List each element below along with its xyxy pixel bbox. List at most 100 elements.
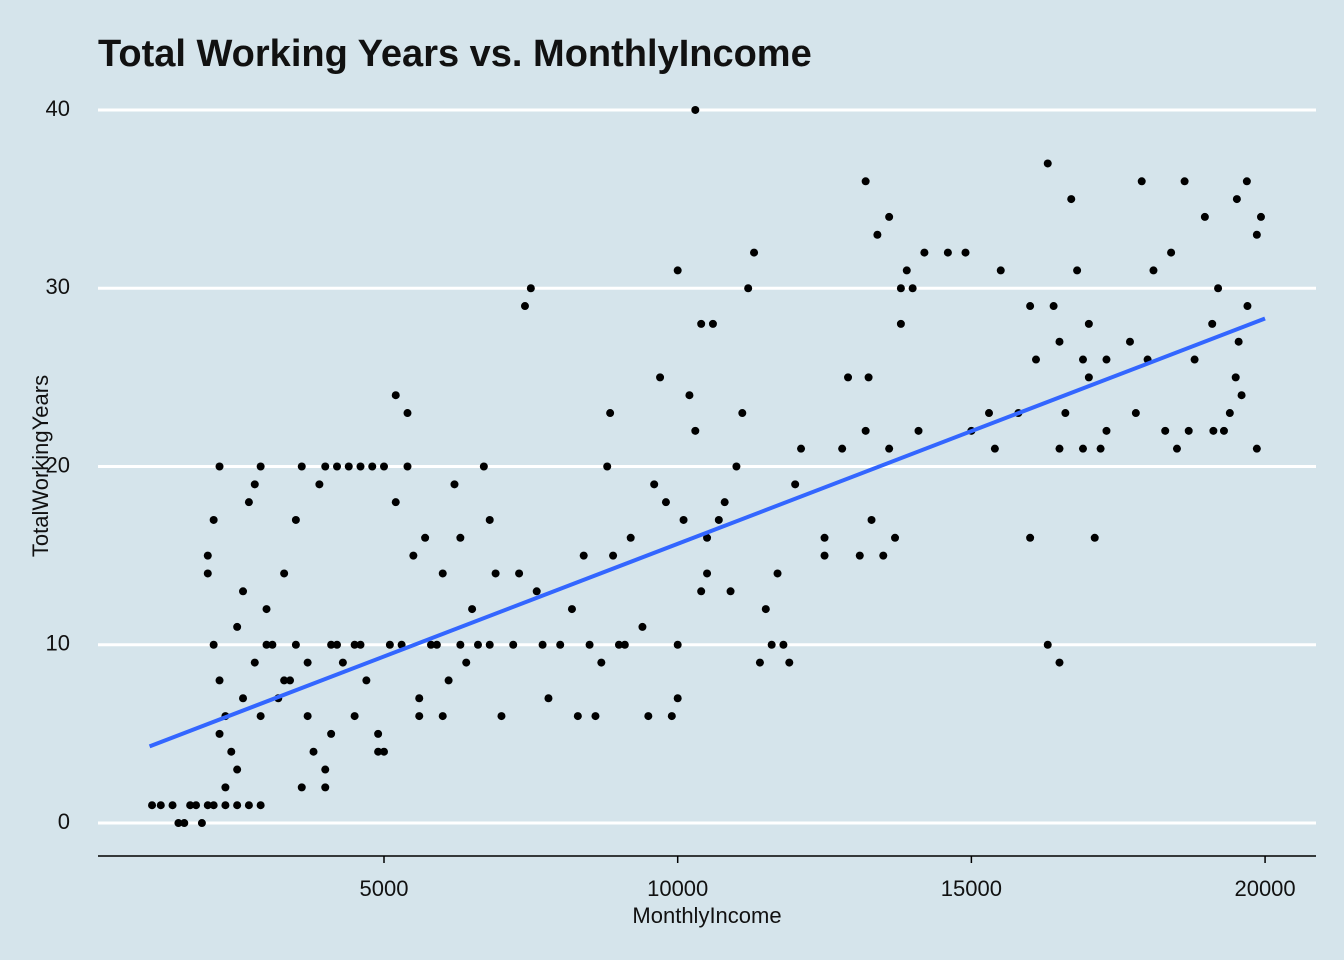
- point: [844, 373, 853, 382]
- point: [738, 409, 747, 418]
- point: [379, 462, 388, 471]
- point: [309, 747, 318, 756]
- point: [280, 676, 289, 685]
- point: [585, 640, 594, 649]
- point: [1026, 302, 1035, 311]
- point: [861, 177, 870, 186]
- point: [1180, 177, 1189, 186]
- point: [409, 551, 418, 560]
- point: [885, 212, 894, 221]
- point: [779, 640, 788, 649]
- point: [338, 658, 347, 667]
- point: [303, 658, 312, 667]
- point: [532, 587, 541, 596]
- point: [885, 444, 894, 453]
- point: [148, 801, 157, 810]
- point: [227, 747, 236, 756]
- point: [209, 801, 218, 810]
- point: [1208, 319, 1217, 328]
- point: [327, 640, 336, 649]
- point: [1026, 533, 1035, 542]
- point: [1102, 426, 1111, 435]
- point: [1161, 426, 1170, 435]
- point: [603, 462, 612, 471]
- point: [250, 658, 259, 667]
- x-axis-title: MonthlyIncome: [632, 903, 781, 928]
- point: [597, 658, 606, 667]
- point: [221, 801, 230, 810]
- point: [168, 801, 177, 810]
- point: [315, 480, 324, 489]
- point: [1237, 391, 1246, 400]
- point: [606, 409, 615, 418]
- point: [1055, 444, 1064, 453]
- point: [397, 640, 406, 649]
- point: [197, 819, 206, 828]
- point: [291, 515, 300, 524]
- point: [233, 765, 242, 774]
- point: [673, 266, 682, 275]
- point: [403, 462, 412, 471]
- point: [679, 515, 688, 524]
- point: [473, 640, 482, 649]
- point: [268, 640, 277, 649]
- point: [374, 729, 383, 738]
- point: [415, 694, 424, 703]
- point: [456, 533, 465, 542]
- point: [526, 284, 535, 293]
- point: [215, 729, 224, 738]
- point: [538, 640, 547, 649]
- point: [215, 676, 224, 685]
- point: [1137, 177, 1146, 186]
- point: [1209, 426, 1218, 435]
- y-tick-label: 40: [46, 96, 70, 121]
- point: [767, 640, 776, 649]
- y-tick-label: 20: [46, 452, 70, 477]
- point: [221, 783, 230, 792]
- point: [1214, 284, 1223, 293]
- point: [1256, 212, 1265, 221]
- point: [703, 569, 712, 578]
- x-tick-label: 20000: [1234, 876, 1295, 901]
- point: [591, 712, 600, 721]
- point: [697, 319, 706, 328]
- point: [644, 712, 653, 721]
- point: [861, 426, 870, 435]
- point: [1242, 177, 1251, 186]
- point: [1096, 444, 1105, 453]
- point: [791, 480, 800, 489]
- point: [1043, 159, 1052, 168]
- point: [303, 712, 312, 721]
- point: [620, 640, 629, 649]
- point: [661, 498, 670, 507]
- point: [914, 426, 923, 435]
- point: [567, 605, 576, 614]
- point: [379, 747, 388, 756]
- point: [368, 462, 377, 471]
- point: [156, 801, 165, 810]
- point: [256, 712, 265, 721]
- point: [450, 480, 459, 489]
- point: [356, 462, 365, 471]
- point: [626, 533, 635, 542]
- point: [1084, 373, 1093, 382]
- point: [250, 480, 259, 489]
- point: [838, 444, 847, 453]
- point: [291, 640, 300, 649]
- point: [438, 712, 447, 721]
- point: [209, 640, 218, 649]
- point: [1190, 355, 1199, 364]
- point: [286, 676, 295, 685]
- point: [961, 248, 970, 257]
- point: [703, 533, 712, 542]
- point: [1167, 248, 1176, 257]
- point: [867, 515, 876, 524]
- point: [1234, 337, 1243, 346]
- point: [239, 587, 248, 596]
- point: [233, 622, 242, 631]
- point: [468, 605, 477, 614]
- y-axis-title: TotalWorkingYears: [28, 375, 53, 557]
- point: [1055, 337, 1064, 346]
- point: [203, 569, 212, 578]
